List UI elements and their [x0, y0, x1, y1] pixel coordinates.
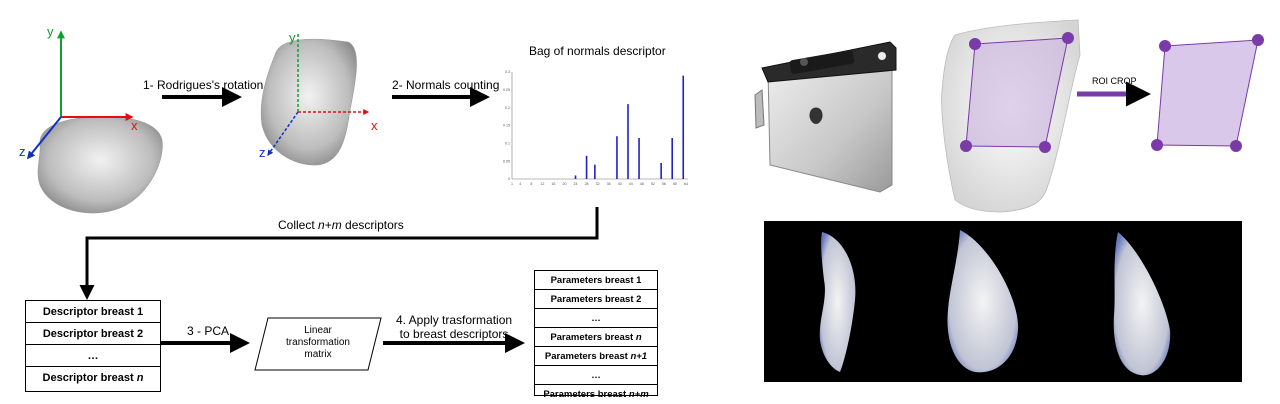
- table-row: Parameters breast 2: [535, 290, 657, 309]
- table-row: …: [26, 345, 160, 367]
- x-tick-label: 4: [519, 182, 521, 186]
- y-tick-label: 0.25: [503, 88, 510, 92]
- collect-descriptors-label: Collect n+m descriptors: [278, 218, 404, 232]
- y-axis-label: y: [47, 24, 54, 39]
- x-tick-label: 8: [530, 182, 532, 186]
- x-tick-label: 20: [562, 182, 566, 186]
- normals-view-3: [1113, 232, 1171, 376]
- chart-title: Bag of normals descriptor: [529, 44, 666, 58]
- x-tick-label: 36: [607, 182, 611, 186]
- pca-step-label: 3 - PCA: [187, 324, 230, 338]
- x-tick-label: 48: [640, 182, 644, 186]
- roi-handle: [1039, 141, 1051, 153]
- x-tick-label: 32: [596, 182, 600, 186]
- rotated-y-label: y: [289, 30, 296, 45]
- z-axis-label: z: [19, 144, 26, 159]
- linear-transformation-matrix: Linear transformation matrix: [254, 317, 382, 371]
- x-tick-label: 16: [551, 182, 555, 186]
- x-tick-label: 1: [511, 182, 513, 186]
- table-row: Parameters breast n+1: [535, 347, 657, 366]
- rotation-step-label: 1- Rodrigues's rotation: [143, 78, 264, 92]
- x-tick-label: 52: [651, 182, 655, 186]
- table-row: …: [535, 366, 657, 385]
- cropped-roi: [1151, 34, 1264, 152]
- roi-handle: [1062, 32, 1074, 44]
- collect-descriptors-arrow: [79, 207, 599, 300]
- apply-transformation-label: 4. Apply trasformation to breast descript…: [396, 313, 513, 341]
- table-row: Descriptor breast 2: [26, 323, 160, 345]
- descriptor-table: Descriptor breast 1 Descriptor breast 2… D…: [25, 300, 161, 392]
- y-tick-label: 0.05: [503, 159, 510, 163]
- roi-crop-label: ROI CROP: [1092, 76, 1137, 86]
- y-tick-label: 0.1: [505, 142, 510, 146]
- normals-view-2: [947, 230, 1019, 373]
- x-axis-label: x: [131, 118, 138, 133]
- breast-mesh-rotated: [260, 38, 357, 166]
- table-row: Parameters breast n+m: [543, 389, 649, 400]
- parameters-table: Parameters breast 1 Parameters breast 2… P…: [534, 270, 658, 400]
- y-tick-label: 0.3: [505, 70, 510, 74]
- rotated-z-label: z: [259, 145, 266, 160]
- table-row: …: [535, 309, 657, 328]
- x-tick-label: 56: [662, 182, 666, 186]
- x-tick-label: 40: [618, 182, 622, 186]
- roi-handle: [969, 38, 981, 50]
- ipad-structure-sensor: [754, 41, 897, 193]
- y-tick-label: 0.2: [505, 106, 510, 110]
- breast-mesh-original: [37, 116, 163, 214]
- rotated-z-axis: [267, 111, 299, 156]
- x-tick-label: 12: [540, 182, 544, 186]
- x-tick-label: 60: [673, 182, 677, 186]
- table-row: Parameters breast n: [535, 328, 657, 347]
- table-row: Parameters breast 1: [535, 271, 657, 290]
- x-tick-label: 24: [574, 182, 578, 186]
- x-tick-label: 44: [629, 182, 633, 186]
- y-tick-label: 0: [508, 177, 510, 181]
- normals-counting-label: 2- Normals counting: [392, 78, 500, 92]
- roi-handle: [960, 140, 972, 152]
- bag-of-normals-chart: 1 4 8 12 16 20 24 28 32 36 40 44 48 52 56 60 6400.050.10…: [503, 70, 688, 186]
- normals-view-1: [819, 232, 856, 372]
- z-axis-arrow: [26, 116, 62, 160]
- x-tick-label: 28: [585, 182, 589, 186]
- y-tick-label: 0.15: [503, 124, 510, 128]
- x-tick-label: 64: [684, 182, 688, 186]
- table-row: Descriptor breast n: [42, 372, 144, 384]
- rotated-x-label: x: [371, 118, 378, 133]
- table-row: Descriptor breast 1: [26, 301, 160, 323]
